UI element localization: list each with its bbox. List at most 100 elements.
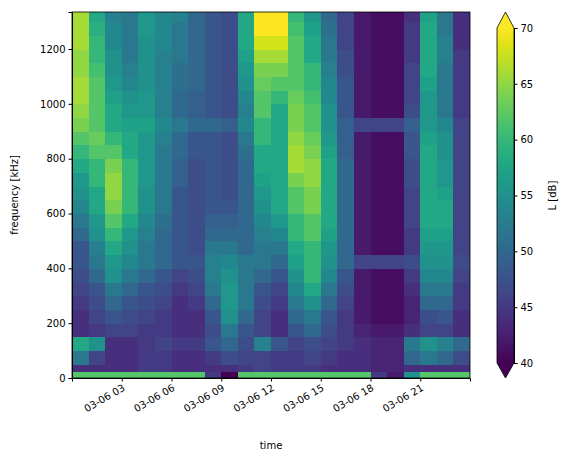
cell: [105, 364, 122, 371]
cell: [420, 241, 437, 255]
cell: [404, 371, 421, 378]
cell: [122, 337, 139, 351]
cell: [437, 172, 454, 186]
y-axis: 020040060080010001200: [40, 13, 72, 384]
cell: [453, 351, 470, 365]
cell: [420, 104, 437, 118]
cell: [354, 255, 371, 269]
y-tick-label: 1200: [40, 44, 65, 55]
y-tick-mark: [69, 214, 73, 215]
cell: [205, 337, 222, 351]
cell: [453, 214, 470, 228]
cell: [354, 172, 371, 186]
cell: [404, 227, 421, 241]
cell: [105, 145, 122, 159]
cell: [254, 337, 271, 351]
cell: [72, 227, 89, 241]
cell: [122, 172, 139, 186]
cell: [354, 90, 371, 104]
cell: [321, 309, 338, 323]
cell: [105, 309, 122, 323]
cell: [404, 337, 421, 351]
colorbar-tick-label: 40: [521, 358, 534, 369]
cell: [371, 90, 388, 104]
cell: [138, 282, 155, 296]
x-tick-label: 03-06 21: [381, 382, 425, 414]
cell: [354, 200, 371, 214]
cell: [238, 90, 255, 104]
cell: [337, 12, 354, 22]
cell: [254, 90, 271, 104]
cell: [254, 323, 271, 337]
cell: [304, 22, 321, 36]
x-tick-label: 03-06 12: [231, 382, 275, 414]
cell: [89, 268, 106, 282]
cell: [254, 255, 271, 269]
cell: [72, 364, 89, 371]
cell: [155, 90, 172, 104]
cell: [321, 49, 338, 63]
cell: [337, 49, 354, 63]
cell: [155, 371, 172, 378]
cell: [453, 371, 470, 378]
cell: [254, 104, 271, 118]
cell: [89, 12, 106, 22]
cell: [288, 323, 305, 337]
cell: [337, 337, 354, 351]
cell: [172, 371, 189, 378]
cell: [371, 323, 388, 337]
cell: [105, 371, 122, 378]
cell: [288, 12, 305, 22]
cell: [238, 364, 255, 371]
cell: [138, 49, 155, 63]
cell: [271, 351, 288, 365]
colorbar: [497, 12, 514, 378]
cell: [188, 200, 205, 214]
cell: [420, 63, 437, 77]
cell: [288, 159, 305, 173]
cell: [453, 323, 470, 337]
cell: [321, 268, 338, 282]
cell: [254, 227, 271, 241]
cell: [404, 200, 421, 214]
y-tick-mark: [69, 323, 73, 324]
cell: [172, 90, 189, 104]
cell: [221, 12, 238, 22]
cell: [188, 172, 205, 186]
cell: [72, 35, 89, 49]
cell: [437, 35, 454, 49]
cell: [122, 371, 139, 378]
cell: [354, 241, 371, 255]
cell: [138, 22, 155, 36]
cell: [387, 22, 404, 36]
cells: [72, 12, 470, 378]
cell: [337, 172, 354, 186]
cell: [453, 309, 470, 323]
cell: [271, 296, 288, 310]
cell: [337, 214, 354, 228]
cell: [371, 145, 388, 159]
cell: [205, 371, 222, 378]
colorbar-tick-label: 65: [521, 79, 534, 90]
cell: [420, 214, 437, 228]
cell: [138, 131, 155, 145]
cell: [72, 282, 89, 296]
cell: [188, 268, 205, 282]
cell: [337, 351, 354, 365]
x-tick: 03-06 18: [331, 378, 375, 414]
cell: [304, 309, 321, 323]
colorbar-tick-mark: [514, 251, 518, 252]
cell: [304, 351, 321, 365]
cell: [221, 309, 238, 323]
cell: [221, 145, 238, 159]
cell: [387, 104, 404, 118]
cell: [404, 22, 421, 36]
cell: [321, 76, 338, 90]
cell: [288, 268, 305, 282]
colorbar-tick: 50: [514, 246, 533, 257]
y-tick: 0: [59, 373, 72, 384]
colorbar-axis: 40455055606570: [514, 23, 533, 369]
cell: [238, 200, 255, 214]
cell: [138, 351, 155, 365]
colorbar-tick-label: 60: [521, 134, 534, 145]
